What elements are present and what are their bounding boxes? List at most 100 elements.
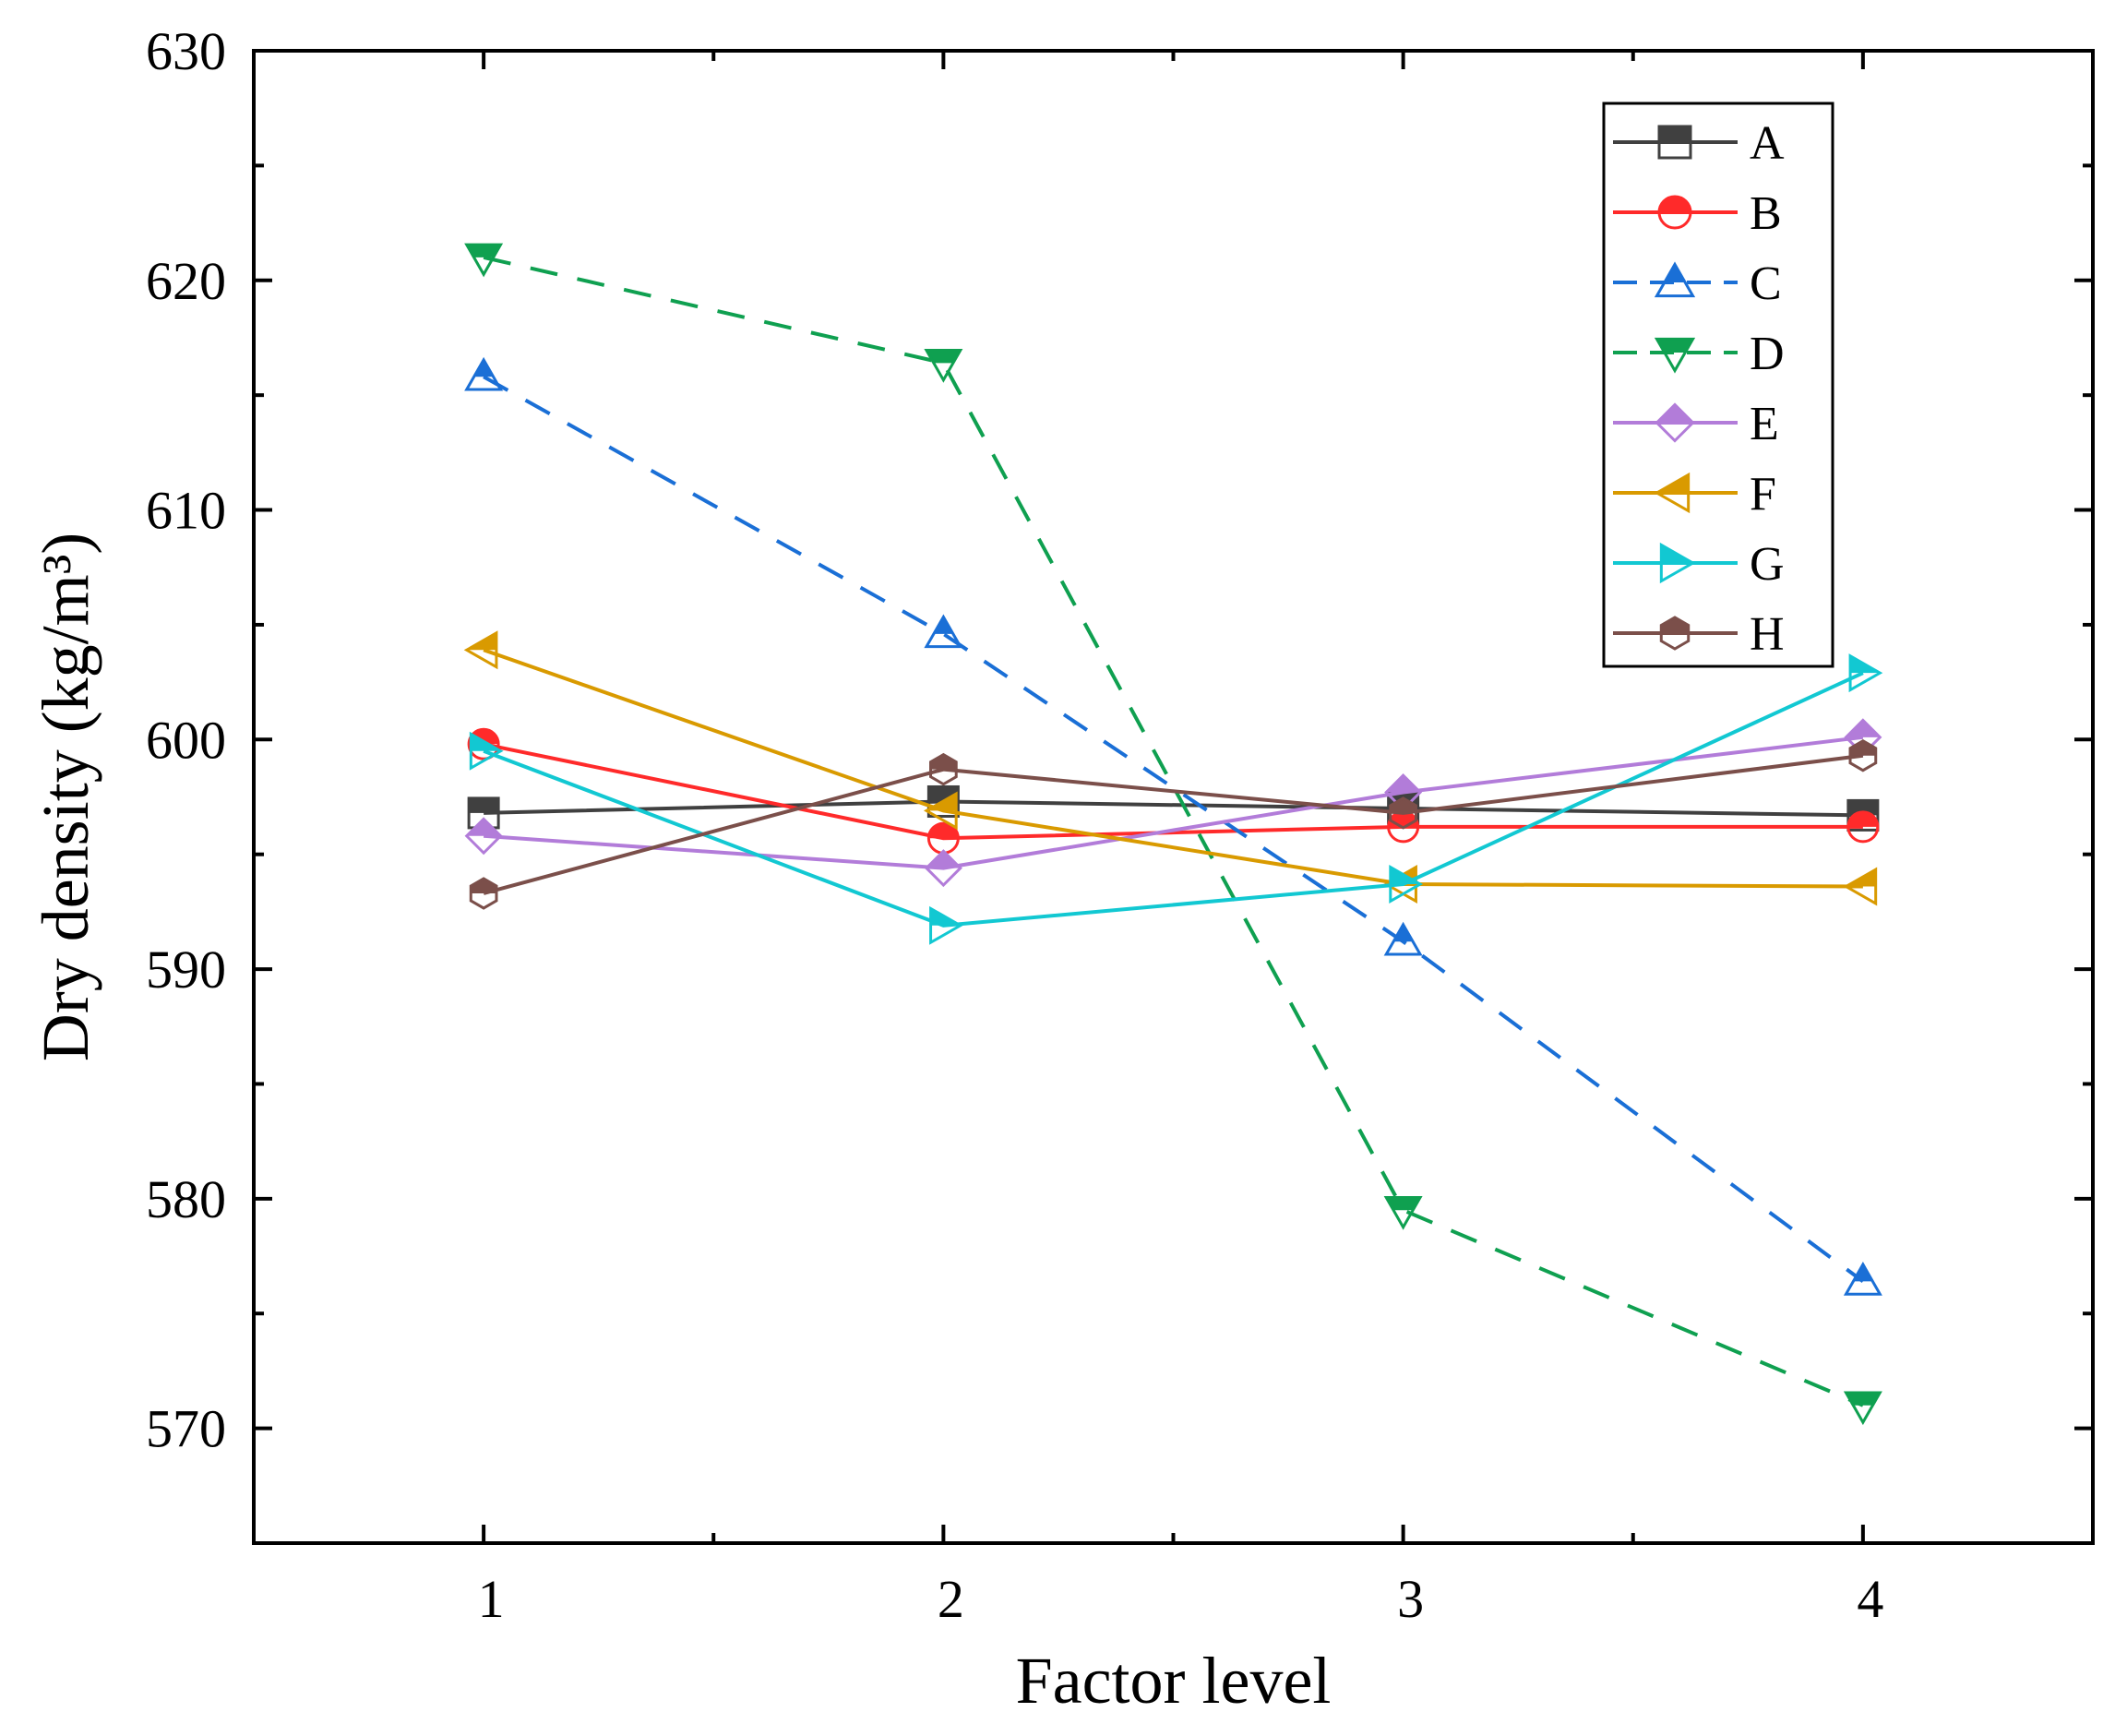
point-B-2: [926, 821, 960, 855]
marker-outline: [1654, 261, 1696, 298]
y-tick-label: 590: [146, 940, 226, 1000]
legend-label: C: [1750, 257, 1782, 310]
x-tick-label: 4: [1857, 1569, 1883, 1629]
series-A: [467, 784, 1880, 832]
point-C-1: [464, 356, 504, 391]
point-H-2: [929, 752, 958, 786]
point-C-3: [1383, 921, 1423, 956]
marker-outline: [1659, 616, 1691, 651]
legend-label: D: [1750, 328, 1785, 380]
y-tick-label: 580: [146, 1169, 226, 1229]
legend-marker: [1654, 261, 1696, 298]
marker-outline: [464, 243, 504, 278]
marker-outline: [464, 817, 503, 856]
y-tick-label: 610: [146, 481, 226, 541]
series-H: [469, 738, 1878, 910]
x-axis-title: Factor level: [1016, 1644, 1332, 1718]
point-D-2: [924, 349, 963, 383]
point-H-3: [1389, 796, 1417, 830]
point-D-3: [1383, 1195, 1423, 1230]
point-A-4: [1846, 798, 1880, 832]
marker-top-fill: [1664, 264, 1686, 282]
marker-outline: [1657, 195, 1692, 230]
marker-top-fill: [928, 823, 959, 839]
legend-marker: [1657, 125, 1692, 160]
marker-outline: [924, 614, 963, 649]
series-line-B: [483, 742, 1863, 841]
point-D-1: [464, 243, 504, 278]
series-line-F: [483, 648, 1863, 889]
point-H-4: [1848, 738, 1878, 772]
point-C-2: [924, 614, 963, 649]
legend-item-G: G: [1613, 538, 1785, 591]
marker-outline: [1843, 1261, 1882, 1296]
marker-top-fill: [1659, 126, 1691, 142]
marker-top-fill: [1656, 404, 1693, 423]
marker-top-fill: [1656, 339, 1693, 353]
point-H-1: [469, 877, 498, 910]
marker-top-fill: [473, 359, 494, 377]
series-line-G: [483, 671, 1864, 928]
legend-item-B: B: [1613, 187, 1782, 240]
legend-item-D: D: [1613, 328, 1785, 380]
point-F-2: [923, 791, 958, 831]
point-C-4: [1843, 1261, 1882, 1296]
x-tick-label: 1: [478, 1569, 505, 1629]
point-E-2: [924, 849, 962, 888]
legend-label: B: [1750, 187, 1782, 240]
marker-top-fill: [1846, 1392, 1881, 1406]
series-C: [464, 356, 1882, 1296]
legend-marker: [1657, 195, 1692, 230]
marker-outline: [1843, 867, 1878, 906]
marker-outline: [926, 784, 960, 818]
legend-marker: [1659, 542, 1696, 584]
legend-label: A: [1750, 117, 1785, 170]
marker-top-fill: [1847, 811, 1878, 827]
legend-marker: [1654, 472, 1691, 514]
series-G: [469, 653, 1883, 945]
point-F-4: [1843, 867, 1878, 906]
legend-marker: [1655, 402, 1695, 443]
series-D: [464, 243, 1882, 1426]
marker-top-fill: [1393, 924, 1414, 942]
marker-outline: [924, 349, 963, 383]
point-D-4: [1843, 1391, 1882, 1426]
marker-top-fill: [926, 350, 961, 364]
legend-item-A: A: [1613, 117, 1785, 170]
marker-outline: [463, 630, 498, 670]
marker-top-fill: [926, 851, 961, 868]
marker-outline: [464, 356, 504, 391]
marker-outline: [1657, 125, 1692, 160]
marker-outline: [467, 727, 500, 760]
series-E: [464, 718, 1882, 888]
marker-outline: [469, 877, 498, 910]
marker-outline: [1846, 810, 1880, 844]
legend-item-E: E: [1613, 398, 1779, 450]
series-layer: [463, 243, 1883, 1426]
legend-item-C: C: [1613, 257, 1782, 310]
point-F-1: [463, 630, 498, 670]
marker-outline: [1654, 472, 1691, 514]
marker-outline: [1389, 796, 1417, 830]
legend-item-H: H: [1613, 608, 1785, 661]
marker-outline: [929, 905, 963, 945]
marker-outline: [1843, 1391, 1882, 1426]
marker-top-fill: [1386, 1197, 1421, 1211]
marker-outline: [1389, 865, 1424, 904]
marker-outline: [924, 849, 962, 888]
y-axis-title: Dry density (kg/m³): [29, 533, 102, 1062]
y-tick-label: 620: [146, 251, 226, 311]
marker-top-fill: [1853, 1264, 1873, 1282]
legend-label: E: [1750, 398, 1779, 450]
marker-top-fill: [1386, 775, 1421, 793]
series-F: [463, 630, 1878, 906]
marker-top-fill: [933, 617, 953, 634]
legend-marker: [1654, 337, 1696, 374]
series-line-H: [483, 753, 1864, 895]
marker-top-fill: [466, 245, 501, 257]
point-G-4: [1848, 653, 1883, 693]
marker-top-fill: [930, 908, 961, 926]
marker-top-fill: [1847, 800, 1878, 816]
y-tick-label: 570: [146, 1399, 226, 1459]
